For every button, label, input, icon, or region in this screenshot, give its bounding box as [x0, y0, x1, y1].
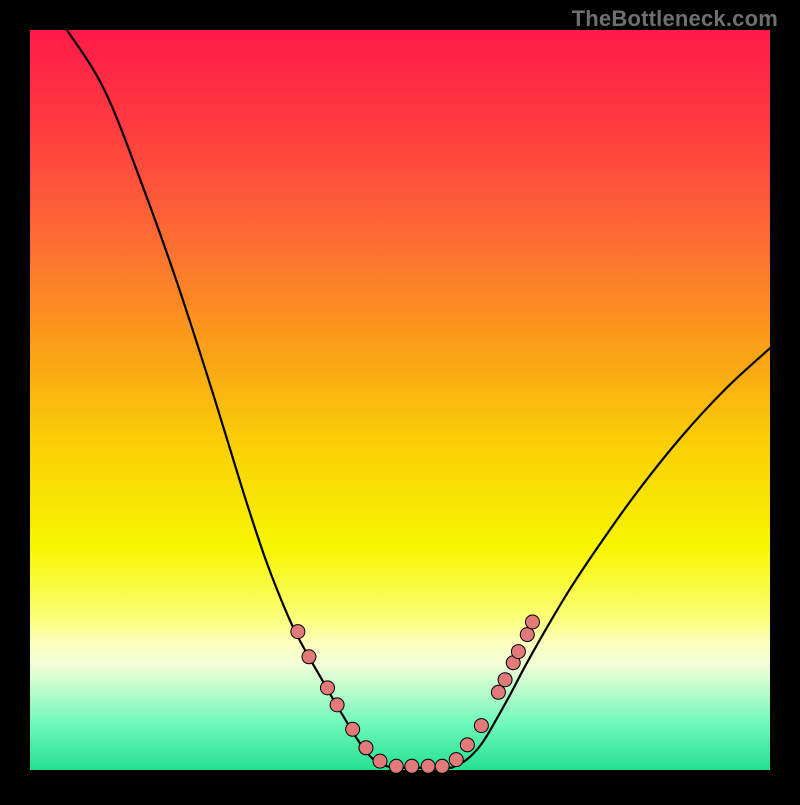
- data-marker: [373, 754, 387, 768]
- data-marker: [491, 685, 505, 699]
- chart-svg: [0, 0, 800, 800]
- data-marker: [525, 615, 539, 629]
- data-marker: [302, 650, 316, 664]
- data-marker: [291, 625, 305, 639]
- gradient-background: [30, 30, 770, 770]
- data-marker: [389, 759, 403, 773]
- data-marker: [474, 719, 488, 733]
- data-marker: [435, 759, 449, 773]
- data-marker: [421, 759, 435, 773]
- data-marker: [320, 681, 334, 695]
- data-marker: [359, 741, 373, 755]
- data-marker: [498, 673, 512, 687]
- data-marker: [460, 738, 474, 752]
- watermark-text: TheBottleneck.com: [572, 6, 778, 32]
- bottleneck-chart: [0, 0, 800, 800]
- data-marker: [449, 753, 463, 767]
- data-marker: [520, 628, 534, 642]
- data-marker: [330, 698, 344, 712]
- data-marker: [405, 759, 419, 773]
- data-marker: [346, 722, 360, 736]
- data-marker: [511, 645, 525, 659]
